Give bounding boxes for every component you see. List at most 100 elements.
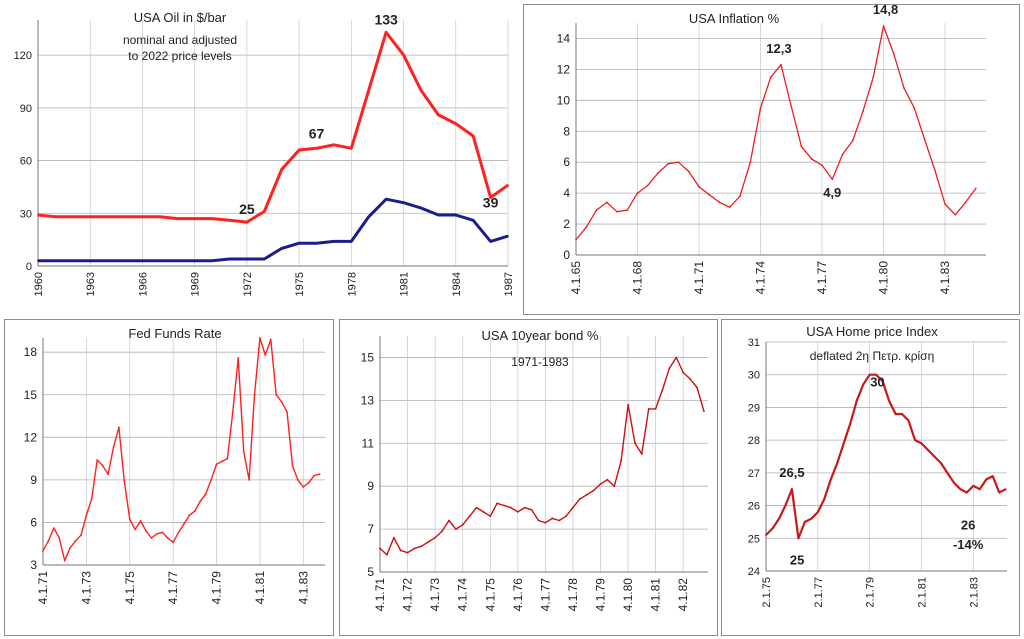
series-1 [765,373,1007,540]
data-point [188,514,191,517]
data-label: 26,5 [779,465,804,480]
data-point [677,161,680,164]
y-tick-label: 13 [361,393,375,407]
data-label: 25 [239,201,255,217]
data-point [90,497,93,500]
x-tick-label: 4.1.71 [36,571,50,605]
data-point [106,259,109,262]
data-label: -14% [953,537,984,552]
data-point [367,89,370,92]
x-tick-label: 4.1.74 [754,261,768,295]
series-1 [42,337,321,562]
data-point [402,201,405,204]
y-tick-label: 12 [557,62,571,76]
data-point [176,259,179,262]
y-tick-label: 30 [20,208,32,220]
data-point [667,162,670,165]
data-point [654,408,657,410]
data-point [647,408,650,410]
chart-title: USA Home price Index [806,324,938,339]
data-point [985,478,988,481]
data-point [385,198,387,201]
y-tick-label: 0 [26,261,32,273]
data-point [972,485,975,487]
data-point [54,259,57,262]
data-point [800,145,803,148]
x-tick-label: 4.1.75 [483,578,497,612]
x-tick-label: 4.1.76 [511,578,525,612]
data-point [128,518,131,521]
oil-price-panel: 0 30 60 90 120 1960 1963 1966 1969 1972 1975 1978 19… [0,0,518,316]
data-point [810,517,813,520]
data-point [675,356,678,359]
data-point [544,521,547,524]
data-point [965,491,968,494]
data-point [489,196,492,199]
x-tick-label: 1963 [85,272,97,296]
y-tick-label: 24 [748,566,760,578]
x-tick-label: 2.1.79 [865,577,877,608]
x-tick-label: 4.1.71 [692,261,706,295]
data-point [221,460,223,463]
series-1 [575,25,977,241]
x-tick-label: 4.1.77 [166,571,180,605]
data-point [315,147,318,150]
data-point [47,540,50,542]
data-point [703,410,705,412]
grid-lines [379,336,708,573]
data-point [613,485,616,488]
data-point [489,515,492,518]
data-point [749,161,752,164]
y-tick-label: 15 [361,350,375,364]
chart-subtitle: nominal and adjusted [123,33,237,47]
y-tick-label: 120 [14,50,32,62]
y-tick-label: 6 [30,515,37,529]
inflation-panel: 0 2 4 6 8 10 12 14 4.1.65 4.1.68 4.1.71 4.1.74 4.1.7… [523,2,1020,315]
data-point [875,373,877,376]
data-point [454,122,457,125]
data-point [558,519,561,522]
data-point [862,383,865,386]
x-tick-label: 4.1.73 [428,578,442,612]
data-point [778,517,780,520]
data-point [472,219,475,222]
data-point [927,449,929,451]
data-point [696,386,698,389]
data-point [849,422,852,425]
data-point [89,259,92,262]
data-point [810,158,813,161]
data-point [297,479,299,481]
x-tick-label: 4.1.80 [877,261,891,295]
data-point [211,259,214,262]
data-point [242,450,245,453]
series-line [575,25,977,240]
data-point [872,76,875,78]
data-point [210,479,213,481]
data-point [780,63,782,66]
data-point [54,215,57,218]
data-point [434,536,436,539]
data-point [134,528,137,531]
data-point [118,426,120,429]
data-point [585,226,588,229]
data-point [816,511,819,513]
data-point [280,400,283,403]
series-1 [37,30,509,224]
data-point [933,455,936,458]
data-point [868,373,871,376]
data-point [124,215,126,218]
series-1 [379,356,705,556]
data-point [804,521,806,523]
data-point [199,500,202,503]
data-point [901,413,903,415]
y-tick-label: 11 [362,436,375,450]
data-point [386,553,388,556]
data-point [790,105,793,108]
fed-funds-panel: 3 6 9 12 15 18 4.1.71 4.1.73 4.1.75 4.1.77 4.1.79 4… [4,319,334,636]
y-tick-label: 15 [24,388,38,402]
data-point [231,410,234,413]
data-point [454,528,457,530]
data-point [606,478,609,481]
chart-title: USA Oil in $/bar [134,10,227,25]
data-point [771,527,774,530]
